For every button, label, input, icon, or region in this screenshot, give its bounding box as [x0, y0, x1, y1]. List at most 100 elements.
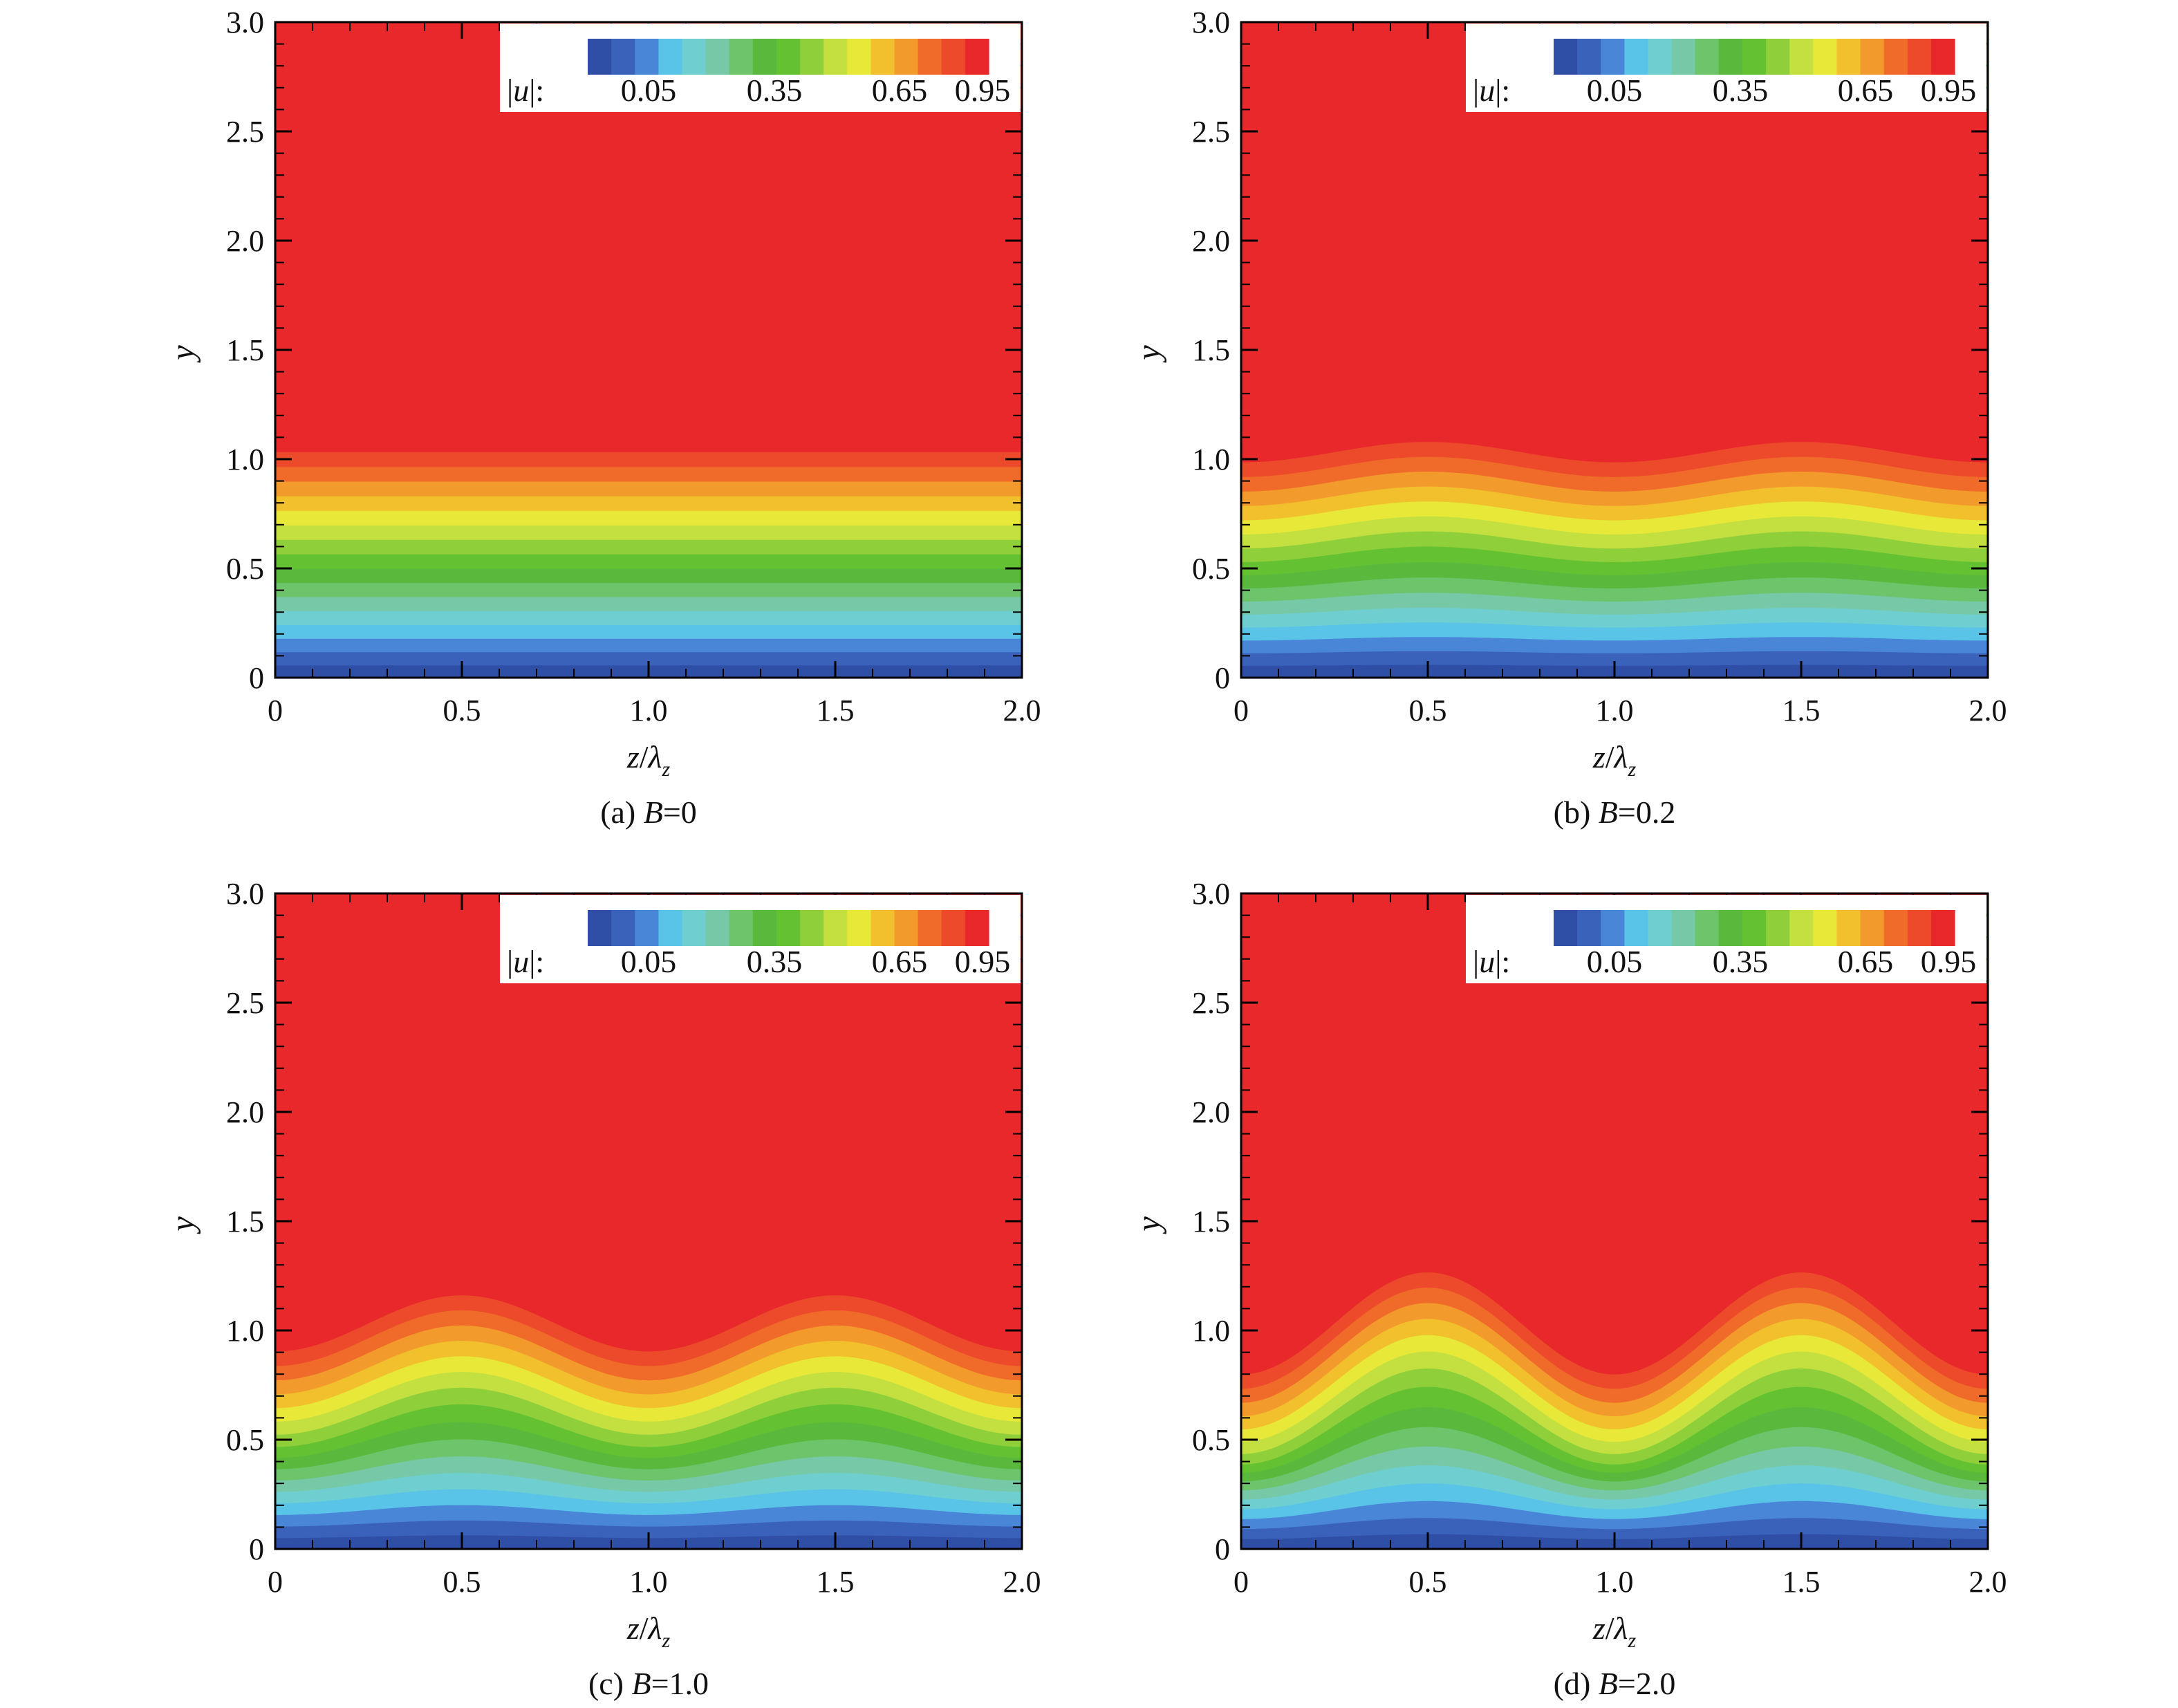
y-tick-label: 0.5	[1192, 552, 1230, 586]
y-tick-label: 0.5	[1192, 1423, 1230, 1457]
legend-variable-label: |u|:	[507, 73, 544, 108]
x-axis-label-num: z	[626, 1610, 640, 1646]
x-tick-label: 2.0	[1969, 1565, 2007, 1599]
legend-tick-label: 0.95	[955, 944, 1011, 979]
x-axis-label-sub: z	[1627, 1629, 1636, 1652]
x-axis-label-slash: /	[1605, 739, 1614, 774]
y-axis-label: y	[165, 1216, 201, 1235]
colorbar-swatch	[658, 39, 683, 75]
y-axis-label: y	[1130, 1216, 1167, 1235]
y-tick-label: 0.5	[226, 1423, 264, 1457]
colorbar-swatch	[1648, 910, 1673, 946]
colorbar-swatch	[658, 910, 683, 946]
y-tick-label: 0.5	[226, 552, 264, 586]
colorbar-swatch	[1624, 39, 1649, 75]
legend-tick-label: 0.95	[955, 73, 1011, 108]
colorbar-swatch	[588, 39, 612, 75]
contour-field-a	[275, 22, 1022, 678]
y-tick-label: 0	[249, 661, 264, 695]
y-tick-label: 2.0	[1192, 1095, 1230, 1129]
y-tick-label: 3.0	[226, 877, 264, 911]
y-tick-label: 1.5	[226, 333, 264, 367]
x-tick-label: 2.0	[1003, 694, 1041, 727]
y-tick-label: 2.0	[1192, 224, 1230, 258]
colorbar-swatch	[800, 910, 824, 946]
x-tick-label: 0.5	[1409, 694, 1447, 727]
legend-bar-colon: |:	[1495, 73, 1510, 108]
x-axis-label: z/λz	[1592, 739, 1637, 781]
x-tick-label: 2.0	[1969, 694, 2007, 727]
colorbar-swatch	[1695, 910, 1720, 946]
x-tick-label: 2.0	[1003, 1565, 1041, 1599]
colorbar-swatch	[1577, 39, 1601, 75]
x-tick-label: 0	[268, 694, 283, 727]
colorbar-swatch	[1742, 910, 1767, 946]
colorbar-swatch	[1930, 910, 1955, 946]
colorbar-swatch	[1742, 39, 1767, 75]
colorbar-swatch	[705, 910, 730, 946]
panel-a: 0 0.5 1.0 1.5 2.000.51.01.52.02.53.0z/λzy(a)…	[165, 6, 1041, 830]
y-tick-label: 1.5	[1192, 333, 1230, 367]
colorbar-swatch	[941, 39, 966, 75]
y-tick-label: 2.5	[226, 986, 264, 1020]
caption-rest: =0	[663, 795, 697, 830]
x-axis-label-sub: z	[661, 758, 670, 781]
legend-tick-label: 0.05	[1587, 73, 1643, 108]
colorbar-swatch	[918, 39, 942, 75]
x-tick-label: 1.5	[1783, 1565, 1821, 1599]
colorbar-swatch	[1813, 39, 1837, 75]
x-axis-label-slash: /	[1605, 1610, 1614, 1646]
caption-var: B	[1599, 1666, 1618, 1701]
x-axis-label: z/λz	[626, 739, 671, 781]
colorbar-swatch	[1907, 910, 1932, 946]
panel-caption: (d) B=2.0	[1554, 1666, 1676, 1701]
colorbar-swatch	[1577, 910, 1601, 946]
colorbar-swatch	[588, 910, 612, 946]
y-tick-label: 3.0	[1192, 6, 1230, 39]
legend-var: u	[513, 73, 529, 108]
legend-bar: |	[1473, 944, 1479, 979]
x-tick-label: 1.5	[1783, 694, 1821, 727]
x-axis-label-den: λ	[1613, 1610, 1628, 1646]
colorbar-legend: |u|: 0.05 0.35 0.65 0.95	[500, 895, 1021, 983]
legend-tick-label: 0.65	[1838, 73, 1894, 108]
x-axis-label: z/λz	[1592, 1610, 1637, 1652]
legend-variable-label: |u|:	[1473, 944, 1510, 979]
colorbar-swatch	[1930, 39, 1955, 75]
colorbar-swatch	[823, 910, 848, 946]
legend-tick-label: 0.05	[1587, 944, 1643, 979]
x-tick-label: 0	[268, 1565, 283, 1599]
legend-var: u	[1479, 944, 1495, 979]
legend-tick-label: 0.05	[621, 944, 677, 979]
colorbar-swatch	[1789, 910, 1814, 946]
colorbar-swatch	[965, 910, 989, 946]
legend-tick-label: 0.65	[1838, 944, 1894, 979]
colorbar-swatch	[1766, 39, 1790, 75]
x-tick-label: 0.5	[1409, 1565, 1447, 1599]
colorbar-swatch	[918, 910, 942, 946]
x-tick-label: 1.0	[1596, 694, 1634, 727]
x-axis-label: z/λz	[626, 1610, 671, 1652]
contour-field-c	[275, 893, 1022, 1549]
y-tick-label: 1.5	[226, 1205, 264, 1238]
colorbar-swatch	[729, 910, 754, 946]
legend-bar: |	[507, 944, 513, 979]
colorbar-swatch	[1860, 39, 1885, 75]
colorbar-swatch	[1554, 910, 1578, 946]
y-tick-label: 1.0	[1192, 443, 1230, 476]
colorbar-swatch	[871, 910, 895, 946]
colorbar-swatch	[894, 39, 919, 75]
colorbar-swatch	[1766, 910, 1790, 946]
legend-variable-label: |u|:	[1473, 73, 1510, 108]
colorbar-swatch	[1860, 910, 1885, 946]
colorbar-swatch	[611, 39, 635, 75]
colorbar-swatch	[1601, 910, 1625, 946]
x-axis-label-den: λ	[647, 739, 662, 774]
caption-prefix: (b)	[1554, 795, 1599, 830]
colorbar-legend: |u|: 0.05 0.35 0.65 0.95	[1466, 895, 1986, 983]
legend-bar: |	[1473, 73, 1479, 108]
y-tick-label: 2.5	[1192, 115, 1230, 149]
colorbar-swatch	[1695, 39, 1720, 75]
